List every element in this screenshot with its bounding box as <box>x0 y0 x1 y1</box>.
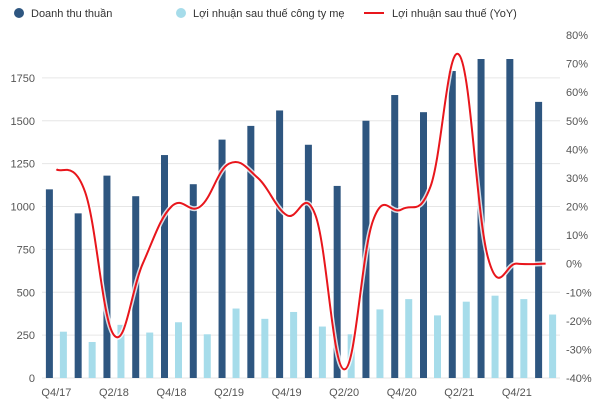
bar-profit-Q1/20[interactable] <box>318 326 326 378</box>
legend-item-revenue[interactable]: Doanh thu thuần <box>14 8 112 20</box>
left-axis-ticks: 0 250 500 750 1000 1250 1500 1750 <box>11 73 35 385</box>
left-tick-label: 250 <box>17 330 35 342</box>
right-tick-label: -40% <box>566 373 592 385</box>
x-tick-label: Q2/21 <box>444 387 474 399</box>
bar-profit-Q3/21[interactable] <box>491 295 499 378</box>
bar-profit-Q4/18[interactable] <box>175 322 182 378</box>
bar-revenue-Q2/21[interactable] <box>448 71 456 378</box>
bar-revenue-Q1/22[interactable] <box>535 101 543 378</box>
left-tick-label: 1750 <box>11 73 35 85</box>
x-tick-label: Q4/18 <box>157 387 187 399</box>
right-tick-label: -10% <box>566 287 592 299</box>
left-tick-label: 750 <box>17 244 35 256</box>
bar-revenue-Q2/20[interactable] <box>333 185 341 378</box>
legend-swatch-profit <box>176 8 186 18</box>
bar-revenue-Q1/18[interactable] <box>74 213 82 378</box>
right-tick-label: 50% <box>566 116 588 128</box>
bar-revenue-Q3/19[interactable] <box>247 125 255 379</box>
legend-label-yoy: Lợi nhuận sau thuế (YoY) <box>392 8 517 20</box>
right-tick-label: 10% <box>566 230 588 242</box>
bar-profit-Q1/22[interactable] <box>549 314 557 378</box>
right-tick-label: -30% <box>566 344 592 356</box>
legend-swatch-revenue <box>14 8 24 18</box>
bar-revenue-Q4/19[interactable] <box>276 110 284 379</box>
right-axis-ticks: -40% -30% -20% -10% 0% 10% 20% 30% 40% 50% 60% 70% 8… <box>566 30 592 385</box>
bar-profit-Q1/21[interactable] <box>434 315 441 378</box>
left-tick-label: 1500 <box>11 116 35 128</box>
right-tick-label: -20% <box>566 316 592 328</box>
bar-profit-Q1/19[interactable] <box>203 334 211 378</box>
left-tick-label: 500 <box>17 287 35 299</box>
bar-revenue-Q1/20[interactable] <box>304 144 312 378</box>
yoy-line-group <box>54 51 546 372</box>
bar-revenue-Q1/19[interactable] <box>189 184 197 378</box>
legend-label-revenue: Doanh thu thuần <box>31 8 112 20</box>
left-tick-label: 0 <box>29 373 35 385</box>
bar-revenue-Q4/21[interactable] <box>506 59 514 378</box>
x-tick-label: Q4/20 <box>387 387 417 399</box>
x-tick-label: Q4/21 <box>502 387 532 399</box>
bar-profit-Q3/20[interactable] <box>376 309 384 378</box>
x-tick-label: Q2/18 <box>99 387 129 399</box>
yoy-line-halo <box>54 51 546 372</box>
x-tick-label: Q2/20 <box>329 387 359 399</box>
right-tick-label: 40% <box>566 144 588 156</box>
bar-profit-Q2/19[interactable] <box>232 308 240 378</box>
x-axis-ticks: Q4/17 Q2/18 Q4/18 Q2/19 Q4/19 Q2/20 Q4/20 Q2/21… <box>41 387 531 399</box>
bar-profit-Q3/18[interactable] <box>146 332 154 378</box>
chart-legend: Doanh thu thuần Lợi nhuận sau thuế công … <box>14 8 517 20</box>
bar-revenue-Q2/19[interactable] <box>218 139 226 378</box>
bar-profit-Q1/18[interactable] <box>88 341 96 378</box>
bar-revenue-Q4/17[interactable] <box>45 189 53 378</box>
left-tick-label: 1000 <box>11 202 35 214</box>
right-tick-label: 20% <box>566 202 588 214</box>
bar-profit-Q2/21[interactable] <box>462 301 470 378</box>
right-tick-label: 80% <box>566 30 588 42</box>
right-tick-label: 60% <box>566 87 588 99</box>
bar-revenue-Q1/21[interactable] <box>420 112 427 379</box>
x-tick-label: Q2/19 <box>214 387 244 399</box>
yoy-line[interactable] <box>55 52 546 371</box>
bar-revenue-Q4/20[interactable] <box>391 95 399 379</box>
legend-label-profit: Lợi nhuận sau thuế công ty mẹ <box>193 8 345 20</box>
bar-revenue-Q4/18[interactable] <box>161 155 168 378</box>
bar-profit-Q4/19[interactable] <box>290 311 298 378</box>
bar-profit-Q4/21[interactable] <box>520 299 528 378</box>
bar-profit-Q4/17[interactable] <box>59 331 67 378</box>
right-tick-label: 70% <box>566 59 588 71</box>
legend-item-yoy[interactable]: Lợi nhuận sau thuế (YoY) <box>364 8 517 20</box>
x-tick-label: Q4/17 <box>41 387 71 399</box>
x-tick-label: Q4/19 <box>272 387 302 399</box>
bar-profit-Q3/19[interactable] <box>261 318 269 378</box>
right-tick-label: 30% <box>566 173 588 185</box>
bar-revenue-Q2/18[interactable] <box>103 175 111 378</box>
legend-item-profit[interactable]: Lợi nhuận sau thuế công ty mẹ <box>176 8 345 20</box>
bar-profit-Q2/18[interactable] <box>117 324 125 378</box>
bar-profit-Q4/20[interactable] <box>405 299 413 378</box>
right-tick-label: 0% <box>566 259 582 271</box>
left-tick-label: 1250 <box>11 159 35 171</box>
